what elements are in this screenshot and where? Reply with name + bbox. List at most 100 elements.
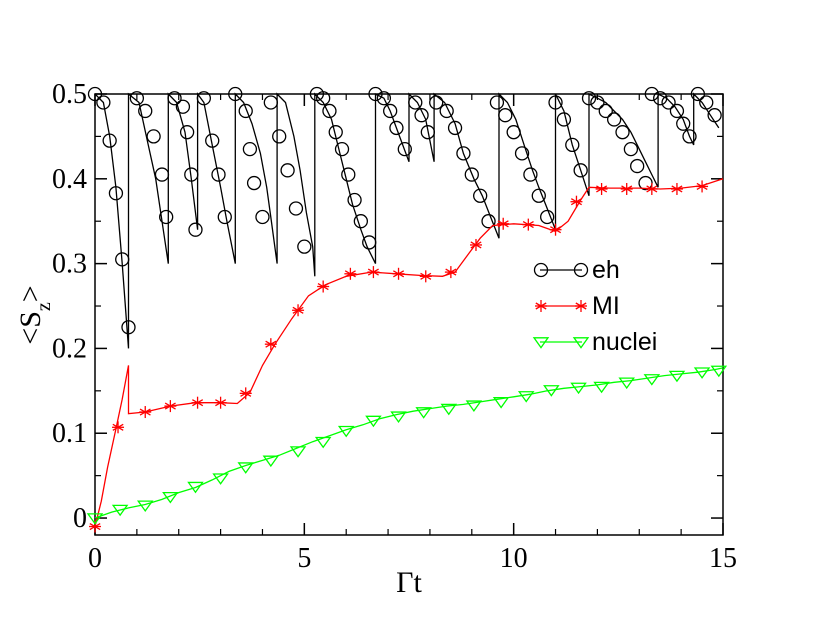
- eh-point: [238, 103, 253, 119]
- eh-point: [506, 125, 521, 140]
- eh-point: [376, 91, 392, 106]
- eh-point: [328, 125, 343, 140]
- eh-point: [297, 239, 312, 254]
- eh-point: [556, 112, 572, 127]
- eh-point: [630, 158, 645, 174]
- eh-point: [362, 235, 377, 250]
- legend-marker: [575, 300, 587, 312]
- nuclei-point: [162, 491, 179, 504]
- y-axis-title: <Sz>: [14, 285, 55, 344]
- eh-point: [682, 129, 697, 144]
- eh-point: [242, 141, 258, 157]
- legend-marker: [535, 300, 547, 312]
- nuclei-point: [492, 397, 510, 409]
- legend-label: MI: [592, 292, 620, 320]
- eh-point: [211, 167, 226, 182]
- eh-point: [196, 91, 212, 106]
- eh-point: [159, 209, 174, 225]
- MI-point: [191, 396, 204, 409]
- eh-point: [439, 103, 454, 119]
- MI-point: [392, 267, 405, 280]
- eh-point: [615, 125, 630, 140]
- nuclei-point: [365, 415, 382, 428]
- eh-point: [489, 95, 505, 110]
- eh-point: [383, 103, 398, 119]
- nuclei-point: [237, 462, 254, 474]
- eh-point: [263, 95, 278, 110]
- nuclei-point: [136, 500, 154, 513]
- eh-point: [288, 201, 304, 216]
- series-layer: [86, 86, 728, 533]
- y-tick-label: 0.5: [52, 79, 87, 110]
- nuclei-point: [262, 455, 280, 468]
- eh-point: [217, 209, 232, 225]
- MI-point: [317, 280, 330, 293]
- legend-marker: [533, 262, 549, 278]
- eh-point: [420, 125, 435, 140]
- legend-marker: [532, 337, 550, 349]
- nuclei-point: [314, 436, 332, 449]
- eh-point: [606, 112, 622, 127]
- MI-point: [522, 218, 535, 231]
- MI-point: [469, 238, 482, 251]
- nuclei-point: [212, 473, 229, 485]
- MI-point: [292, 304, 305, 317]
- eh-point: [429, 95, 444, 110]
- y-tick-label: 0.4: [52, 164, 87, 195]
- eh-point: [322, 103, 337, 119]
- MI-point: [264, 338, 277, 351]
- eh-point: [108, 186, 124, 201]
- y-axis-title-sub: z: [33, 302, 55, 311]
- eh-point: [414, 108, 429, 123]
- eh-point: [531, 188, 546, 203]
- MI-point: [570, 195, 583, 208]
- eh-point: [188, 222, 203, 237]
- MI-point: [367, 266, 380, 279]
- svg-text:<Sz>: <Sz>: [14, 285, 55, 344]
- eh-point: [96, 95, 111, 110]
- MI-point: [497, 217, 510, 230]
- eh-point: [154, 167, 170, 182]
- MI-point: [645, 182, 658, 195]
- eh-point: [676, 116, 691, 131]
- nuclei-point: [390, 411, 407, 423]
- eh-point: [334, 141, 350, 157]
- MI-point: [214, 396, 227, 409]
- eh-point: [581, 91, 597, 106]
- legend-item-nuclei: nuclei: [532, 328, 657, 356]
- MI-point: [595, 182, 608, 195]
- eh-point: [456, 146, 471, 161]
- nuclei-point: [668, 370, 686, 383]
- eh-point: [690, 86, 706, 102]
- nuclei-point: [187, 481, 204, 494]
- eh-point: [590, 95, 605, 110]
- eh-point: [623, 141, 639, 157]
- eh-point: [205, 133, 220, 148]
- y-tick-label: 0.2: [52, 333, 87, 364]
- MI-point: [344, 267, 357, 280]
- y-tick-label: 0.1: [52, 418, 87, 449]
- nuclei-line: [94, 367, 724, 519]
- eh-point: [653, 91, 668, 106]
- eh-point: [121, 320, 136, 335]
- eh-point: [598, 103, 613, 119]
- legend-item-MI: MI: [535, 292, 620, 320]
- eh-point: [473, 188, 488, 203]
- eh-point: [280, 163, 295, 178]
- eh-point: [408, 95, 423, 110]
- legend-item-eh: eh: [533, 256, 620, 284]
- eh-point: [228, 86, 243, 102]
- nuclei-point: [570, 382, 587, 395]
- MI-point: [419, 270, 432, 283]
- x-tick-label: 5: [297, 543, 311, 574]
- legend: eh MI nuclei: [530, 248, 680, 363]
- eh-point: [661, 95, 676, 110]
- MI-point: [239, 387, 252, 400]
- MI-point: [696, 180, 709, 193]
- nuclei-point: [465, 400, 483, 412]
- eh-point: [138, 103, 153, 119]
- axis-ticks: 0 5 10 15 0 0.1 0.2 0.3 0.4 0.5: [52, 79, 737, 574]
- eh-point: [115, 252, 130, 267]
- nuclei-point: [415, 407, 432, 419]
